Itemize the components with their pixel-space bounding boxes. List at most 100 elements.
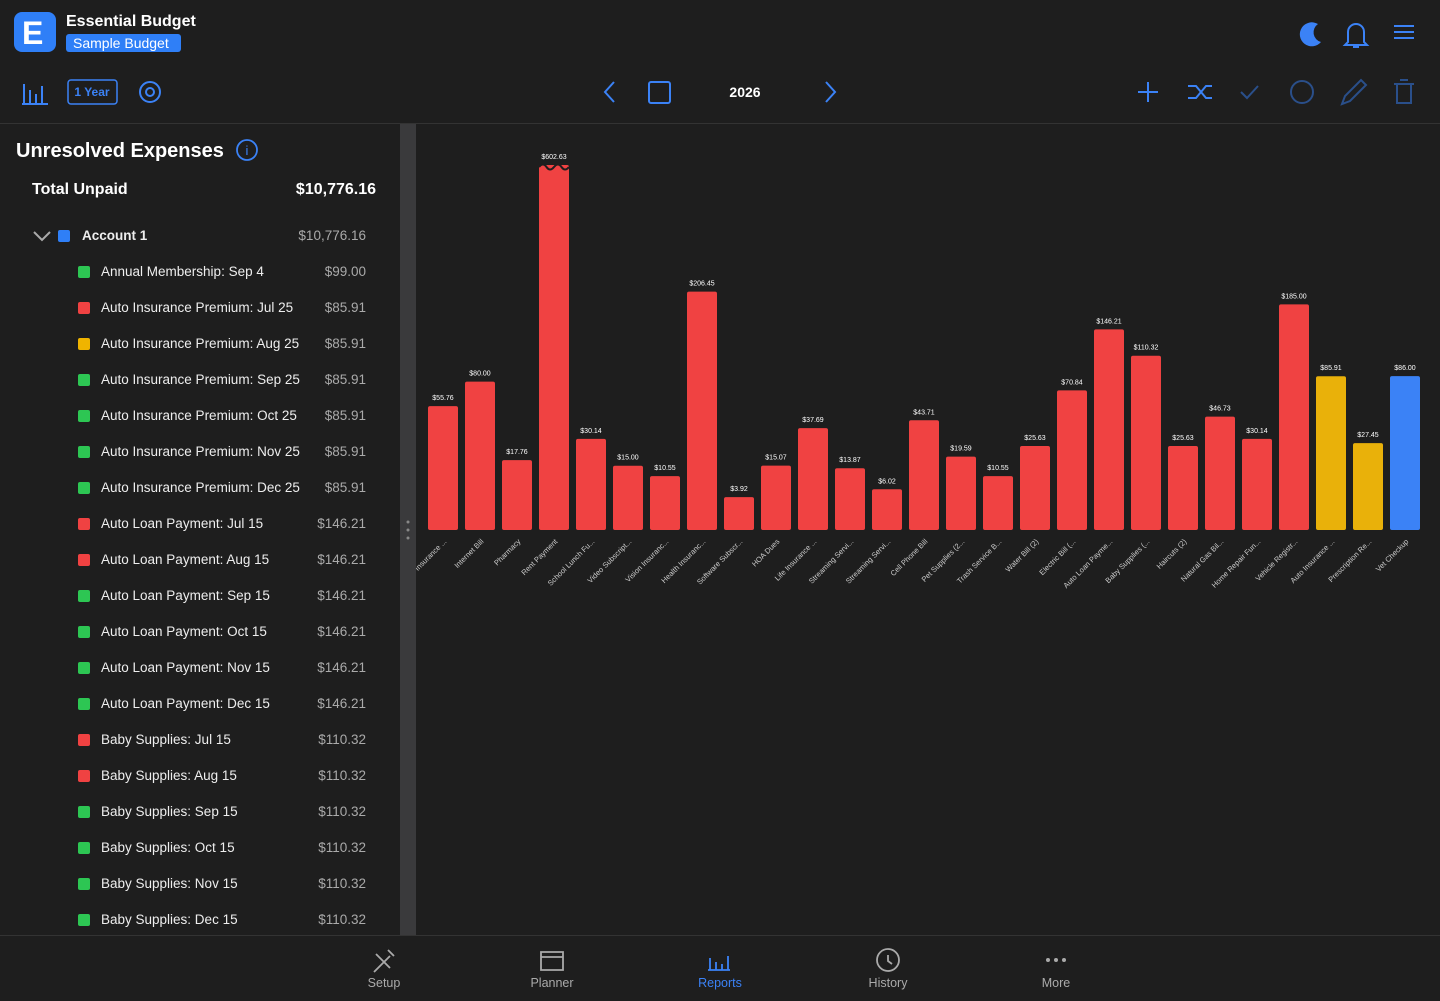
expense-row[interactable]: Auto Insurance Premium: Sep 25 $85.91 [0, 363, 400, 399]
expense-label: Baby Supplies: Oct 15 [101, 840, 235, 855]
bar [1390, 376, 1420, 530]
status-dot [78, 518, 90, 530]
year-label: 2026 [729, 84, 760, 100]
expense-row[interactable]: Auto Insurance Premium: Dec 25 $85.91 [0, 471, 400, 507]
expense-amount: $146.21 [317, 516, 366, 531]
x-tick-label: Haircuts (2) [1155, 537, 1189, 571]
status-dot [78, 662, 90, 674]
total-value: $10,776.16 [295, 181, 376, 198]
expense-row[interactable]: Baby Supplies: Oct 15 $110.32 [0, 831, 400, 867]
status-dot [78, 698, 90, 710]
x-tick-label: Insurance ... [416, 537, 448, 573]
expense-row[interactable]: Auto Loan Payment: Dec 15 $146.21 [0, 687, 400, 723]
expense-row[interactable]: Auto Loan Payment: Aug 15 $146.21 [0, 543, 400, 579]
nav-icon [708, 956, 730, 971]
value-label: $15.00 [617, 455, 639, 462]
value-label: $19.59 [950, 446, 972, 453]
calendar-icon[interactable] [648, 81, 671, 104]
edit-button[interactable] [1340, 78, 1368, 106]
expense-label: Baby Supplies: Dec 15 [101, 912, 238, 927]
nav-item[interactable]: Planner [492, 936, 612, 1001]
value-label: $86.00 [1394, 365, 1416, 372]
expense-row[interactable]: Auto Insurance Premium: Jul 25 $85.91 [0, 291, 400, 327]
status-dot [78, 626, 90, 638]
account-amount: $10,776.16 [298, 228, 366, 243]
bar [909, 420, 939, 530]
header: E Essential Budget Sample Budget 1 Year … [0, 0, 1440, 124]
range-button[interactable] [67, 79, 118, 105]
value-label: $30.14 [1246, 428, 1268, 435]
expense-row[interactable]: Auto Insurance Premium: Nov 25 $85.91 [0, 435, 400, 471]
budget-badge[interactable] [66, 34, 181, 52]
prev-button[interactable] [603, 81, 615, 103]
expense-row[interactable]: Auto Loan Payment: Nov 15 $146.21 [0, 651, 400, 687]
expense-row[interactable]: Auto Loan Payment: Oct 15 $146.21 [0, 615, 400, 651]
nav-item[interactable]: History [828, 936, 948, 1001]
status-dot [78, 554, 90, 566]
expense-label: Auto Insurance Premium: Aug 25 [101, 336, 300, 351]
expense-row[interactable]: Baby Supplies: Dec 15 $110.32 [0, 903, 400, 935]
bottom-nav: Setup Planner Reports History More [0, 935, 1440, 1001]
expense-amount: $110.32 [318, 840, 366, 855]
status-dot [78, 806, 90, 818]
x-tick-label: Electric Bill (... [1037, 537, 1077, 577]
expense-row[interactable]: Auto Insurance Premium: Aug 25 $85.91 [0, 327, 400, 363]
nav-item[interactable]: Setup [324, 936, 444, 1001]
value-label: $185.00 [1281, 293, 1306, 300]
menu-icon[interactable] [1394, 25, 1414, 39]
value-label: $25.63 [1024, 435, 1046, 442]
nav-item[interactable]: Reports [660, 936, 780, 1001]
chart-icon[interactable] [22, 84, 48, 105]
expense-label: Auto Loan Payment: Aug 15 [101, 552, 270, 567]
expense-row[interactable]: Auto Insurance Premium: Oct 25 $85.91 [0, 399, 400, 435]
bar [946, 456, 976, 530]
bar [1131, 355, 1161, 530]
shuffle-button[interactable] [1188, 85, 1212, 99]
account-row[interactable]: Account 1 $10,776.16 [0, 219, 400, 255]
bar [428, 406, 458, 530]
range-label[interactable]: 1 Year [74, 85, 109, 99]
status-dot [78, 842, 90, 854]
settings-icon[interactable] [139, 81, 161, 103]
status-dot [78, 914, 90, 926]
budget-name[interactable]: Sample Budget [73, 35, 169, 51]
account-color [58, 230, 70, 242]
check-button[interactable] [1240, 85, 1259, 100]
splitter[interactable] [400, 124, 416, 935]
status-dot [78, 374, 90, 386]
expense-row[interactable]: Auto Loan Payment: Sep 15 $146.21 [0, 579, 400, 615]
bell-icon[interactable] [1342, 23, 1370, 48]
delete-button[interactable] [1394, 79, 1414, 104]
settings-core [145, 87, 155, 97]
expense-row[interactable]: Baby Supplies: Jul 15 $110.32 [0, 723, 400, 759]
info-icon[interactable]: i [236, 138, 260, 162]
expense-row[interactable]: Baby Supplies: Nov 15 $110.32 [0, 867, 400, 903]
expense-label: Auto Insurance Premium: Oct 25 [101, 408, 297, 423]
next-button[interactable] [825, 81, 837, 103]
expense-amount: $110.32 [318, 912, 366, 927]
status-dot [78, 266, 90, 278]
add-button[interactable] [1138, 82, 1158, 102]
expense-amount: $110.32 [318, 768, 366, 783]
value-label: $85.91 [1320, 365, 1342, 372]
expense-amount: $85.91 [324, 372, 366, 387]
expense-label: Auto Insurance Premium: Jul 25 [101, 300, 294, 315]
expense-label: Baby Supplies: Aug 15 [101, 768, 237, 783]
nav-label: History [868, 976, 908, 990]
x-tick-label: HOA Dues [750, 537, 782, 569]
bar [502, 460, 532, 530]
resolve-button[interactable] [1290, 80, 1314, 104]
expense-label: Auto Insurance Premium: Dec 25 [101, 480, 300, 495]
collapse-icon[interactable] [32, 229, 52, 243]
nav-item[interactable]: More [996, 936, 1116, 1001]
bar [465, 381, 495, 530]
expense-row[interactable]: Baby Supplies: Aug 15 $110.32 [0, 759, 400, 795]
theme-icon[interactable] [1299, 22, 1321, 47]
total-label: Total Unpaid [32, 181, 128, 198]
value-label: $3.92 [730, 486, 748, 493]
expense-row[interactable]: Auto Loan Payment: Jul 15 $146.21 [0, 507, 400, 543]
expense-label: Auto Loan Payment: Oct 15 [101, 624, 267, 639]
expense-row[interactable]: Annual Membership: Sep 4 $99.00 [0, 255, 400, 291]
svg-text:i: i [246, 143, 249, 158]
expense-row[interactable]: Baby Supplies: Sep 15 $110.32 [0, 795, 400, 831]
